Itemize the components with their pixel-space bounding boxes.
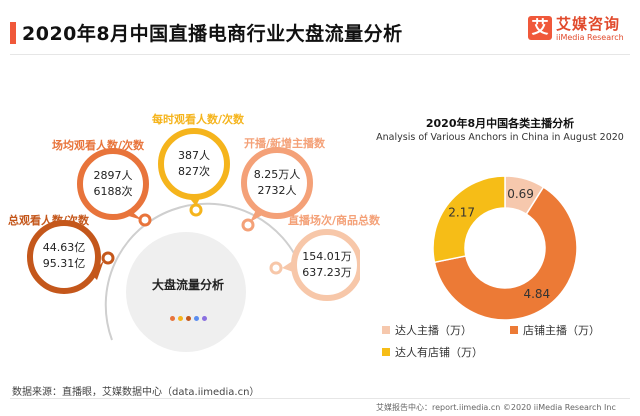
metric-value-sessions: 154.01万 637.23万 xyxy=(297,249,357,281)
data-label: 4.84 xyxy=(523,287,550,301)
legend-swatch xyxy=(382,348,390,356)
decorative-dot xyxy=(170,316,175,321)
decorative-dot xyxy=(202,316,207,321)
metric-value-line: 827次 xyxy=(178,165,210,178)
metric-bubble-total xyxy=(27,220,101,294)
metric-value-line: 637.23万 xyxy=(302,266,352,279)
connector-ring xyxy=(138,213,152,227)
donut-slice xyxy=(432,175,506,264)
legend-swatch xyxy=(382,326,390,334)
metric-value-total: 44.63亿 95.31亿 xyxy=(34,240,94,272)
metric-value-line: 44.63亿 xyxy=(42,241,86,254)
metric-value-line: 8.25万人 xyxy=(253,168,301,181)
connector-ring xyxy=(269,261,283,275)
brand-name-en: iiMedia Research xyxy=(556,33,624,42)
brand-logo-icon: 艾 xyxy=(528,16,552,40)
donut-chart: 0.69 4.84 2.17 xyxy=(432,175,578,321)
metric-bubble-per-session xyxy=(77,148,149,220)
decorative-dot xyxy=(186,316,191,321)
metric-value-anchors: 8.25万人 2732人 xyxy=(247,167,307,199)
data-label: 0.69 xyxy=(507,187,534,201)
traffic-infographic xyxy=(27,128,360,352)
legend-item: 达人有店铺（万） xyxy=(382,344,483,360)
donut-slice xyxy=(433,186,578,321)
title-accent-bar xyxy=(10,22,16,44)
metric-label-anchors: 开播/新增主播数 xyxy=(244,137,326,150)
decorative-dots xyxy=(170,306,230,321)
page-title: 2020年8月中国直播电商行业大盘流量分析 xyxy=(22,23,403,45)
metric-bubble-anchors xyxy=(241,147,313,219)
legend-item: 店铺主播（万） xyxy=(510,322,600,338)
decorative-dot xyxy=(178,316,183,321)
chart-title: 2020年8月中国各类主播分析 xyxy=(425,117,575,130)
metric-value-line: 2732人 xyxy=(257,184,297,197)
footer-note: 艾媒报告中心：report.iimedia.cn ©2020 iiMedia R… xyxy=(376,403,616,412)
decorative-dot xyxy=(194,316,199,321)
data-source: 数据来源：直播眼，艾媒数据中心（data.iimedia.cn） xyxy=(12,387,260,398)
metric-value-line: 95.31亿 xyxy=(42,257,86,270)
metric-label-per-hour: 每时观看人数/次数 xyxy=(152,113,245,126)
legend-swatch xyxy=(510,326,518,334)
connector-ring xyxy=(241,218,255,232)
chart-subtitle: Analysis of Various Anchors in China in … xyxy=(376,132,624,143)
center-title: 大盘流量分析 xyxy=(151,278,224,292)
metric-value-per-session: 2897人 6188次 xyxy=(83,168,143,200)
metric-value-line: 2897人 xyxy=(93,169,133,182)
metric-label-sessions: 直播场次/商品总数 xyxy=(288,214,381,227)
legend-label: 达人有店铺（万） xyxy=(395,346,483,359)
metric-label-total: 总观看人数/次数 xyxy=(8,214,90,227)
metric-label-per-session: 场均观看人数/次数 xyxy=(52,139,145,152)
metric-value-line: 387人 xyxy=(178,149,210,162)
center-circle xyxy=(126,232,246,352)
footer-divider xyxy=(10,398,630,399)
legend-label: 达人主播（万） xyxy=(395,324,472,337)
metric-value-per-hour: 387人 827次 xyxy=(164,148,224,180)
metric-value-line: 154.01万 xyxy=(302,250,352,263)
connector-arc xyxy=(104,202,303,341)
brand-name-cn: 艾媒咨询 xyxy=(556,15,621,33)
connector-ring xyxy=(189,203,203,217)
legend-label: 店铺主播（万） xyxy=(523,324,600,337)
connector-ring xyxy=(101,251,115,265)
legend-item: 达人主播（万） xyxy=(382,322,472,338)
metric-value-line: 6188次 xyxy=(93,185,133,198)
data-label: 2.17 xyxy=(448,206,475,220)
header-divider xyxy=(10,54,630,55)
